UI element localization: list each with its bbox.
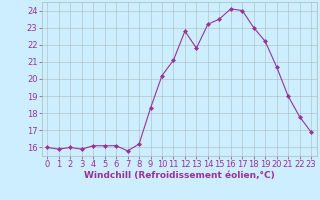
X-axis label: Windchill (Refroidissement éolien,°C): Windchill (Refroidissement éolien,°C)	[84, 171, 275, 180]
